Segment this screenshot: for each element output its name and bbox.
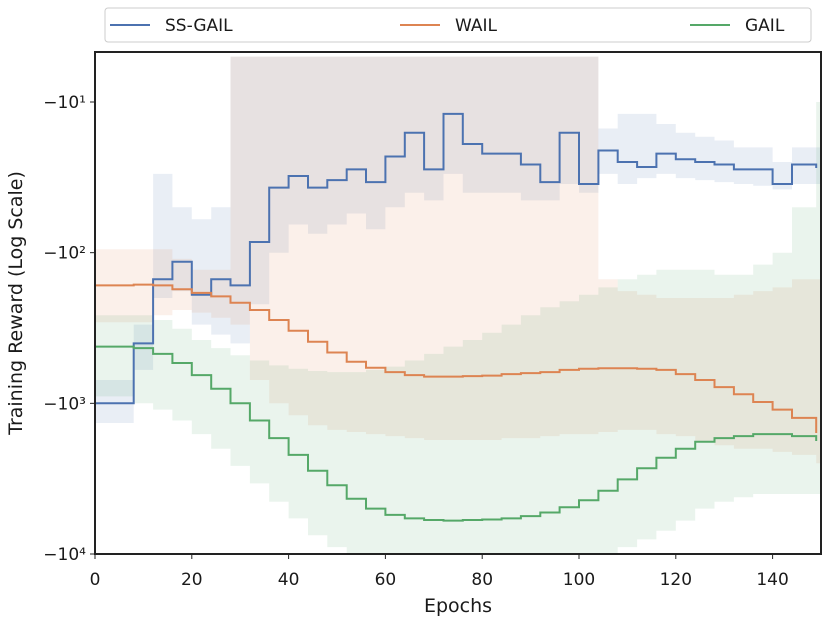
x-axis-title: Epochs [424,595,492,617]
y-tick-label: −10¹ [43,93,86,113]
y-tick-label: −10³ [43,394,86,414]
x-axis-ticks: 0 20 40 60 80 100 120 140 [90,554,789,590]
x-tick-label: 20 [181,570,203,590]
series-line-wail [95,283,818,433]
legend-label-gail: GAIL [745,16,785,36]
band-gail [95,102,821,554]
band-ss-gail [95,56,821,423]
x-tick-label: 0 [90,570,101,590]
confidence-bands [95,56,821,554]
plot-frame [94,51,822,555]
legend: SS-GAIL WAIL GAIL [104,7,812,43]
y-tick-label: −10² [43,244,86,264]
legend-label-wail: WAIL [455,16,498,36]
legend-box [104,7,812,43]
y-axis-ticks: −10¹ −10² −10³ −10⁴ [43,93,95,565]
legend-label-ss-gail: SS-GAIL [165,16,233,36]
series-line-gail [95,345,818,522]
band-wail [95,56,821,464]
x-tick-label: 120 [660,570,692,590]
x-tick-label: 140 [756,570,788,590]
y-tick-label: −10⁴ [43,545,86,565]
x-tick-label: 40 [278,570,300,590]
y-axis-title: Training Reward (Log Scale) [5,171,27,436]
series-lines [95,112,818,522]
series-line-ss-gail [95,112,818,405]
x-tick-label: 80 [471,570,493,590]
x-tick-label: 100 [563,570,595,590]
x-tick-label: 60 [375,570,397,590]
